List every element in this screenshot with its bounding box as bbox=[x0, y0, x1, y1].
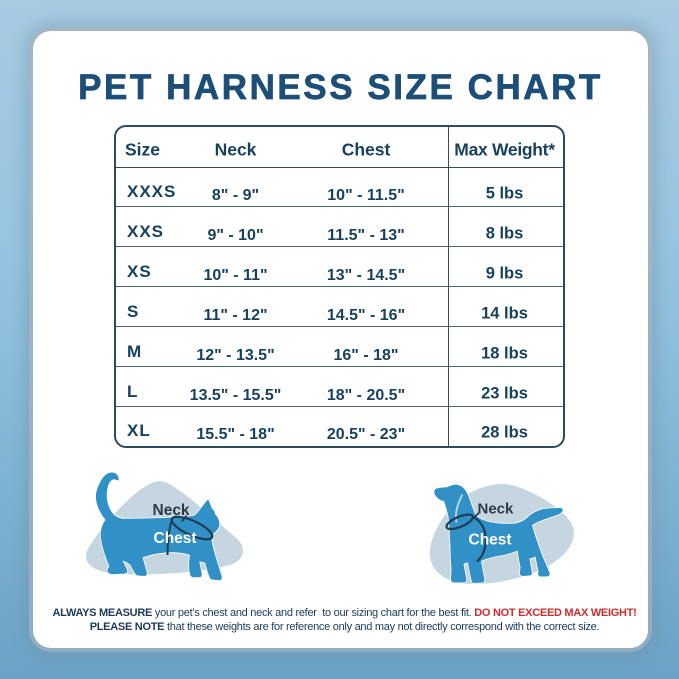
svg-text:Neck: Neck bbox=[478, 501, 515, 518]
svg-text:Neck: Neck bbox=[153, 502, 190, 519]
svg-text:Chest: Chest bbox=[154, 530, 197, 547]
svg-text:Chest: Chest bbox=[469, 532, 512, 549]
